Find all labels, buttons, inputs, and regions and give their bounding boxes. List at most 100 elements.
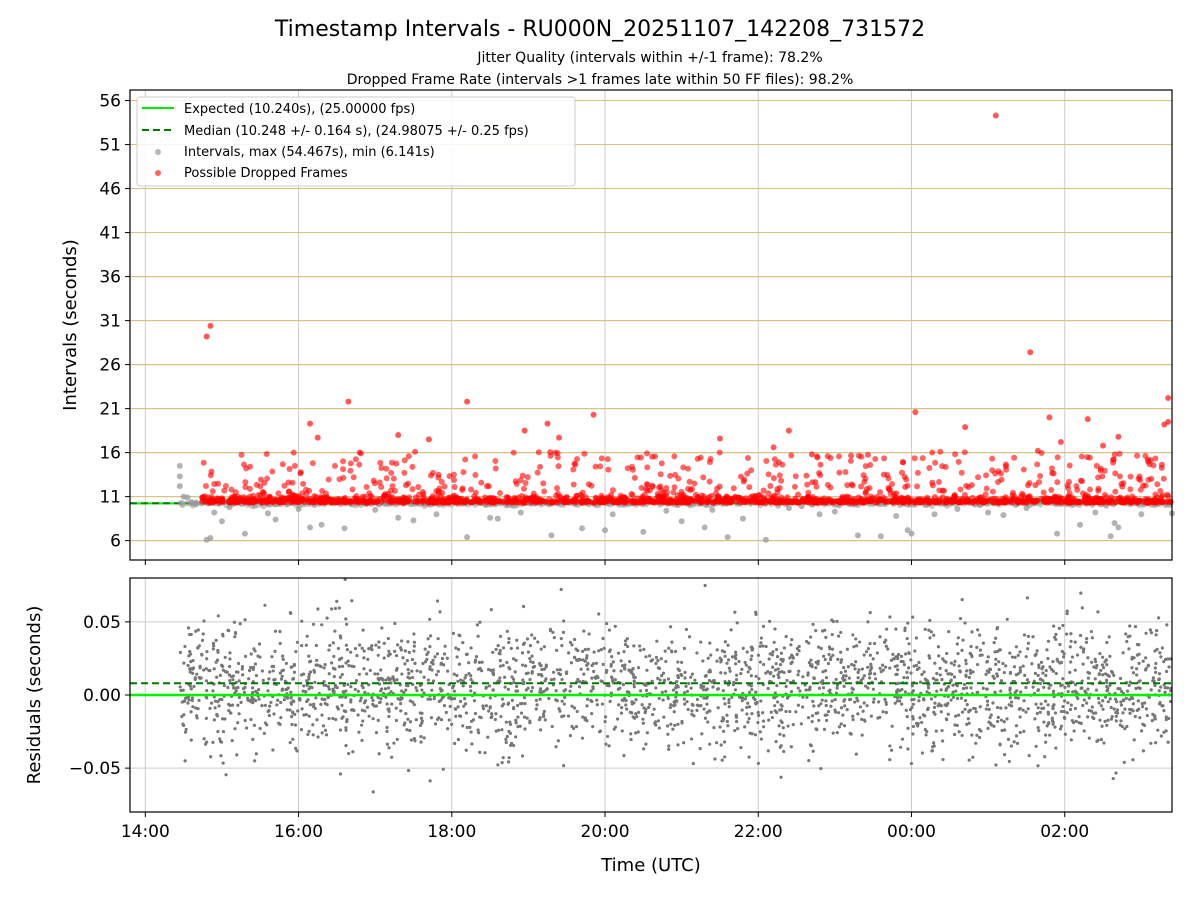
dropped-frame-point <box>207 322 214 329</box>
residual-point <box>996 719 1000 724</box>
dropped-frame-point <box>392 487 399 494</box>
residual-point <box>447 718 451 722</box>
residual-point <box>396 643 400 647</box>
residual-point <box>874 677 878 681</box>
residual-point <box>734 653 738 657</box>
residual-point <box>514 658 518 662</box>
residual-point <box>1098 718 1102 722</box>
residual-point <box>299 673 304 677</box>
dropped-frame-point <box>935 478 942 485</box>
dropped-frame-point <box>388 469 395 476</box>
residual-point <box>660 690 664 694</box>
residual-point <box>1141 722 1145 726</box>
dropped-frame-point <box>816 469 823 476</box>
dropped-frame-point <box>464 398 471 405</box>
residual-point <box>515 638 519 642</box>
dropped-frame-point <box>356 461 363 468</box>
residual-point <box>428 634 433 638</box>
dropped-frame-point <box>827 497 834 504</box>
residual-point <box>1009 704 1014 708</box>
residual-point <box>928 656 932 660</box>
residual-point <box>1051 659 1055 664</box>
interval-point <box>602 527 609 534</box>
residual-point <box>349 685 353 689</box>
residual-point <box>331 641 335 645</box>
dropped-frame-point <box>827 484 834 491</box>
residual-point <box>1018 666 1022 670</box>
residual-point <box>663 649 667 653</box>
dropped-frame-point <box>741 476 748 483</box>
residual-point <box>808 687 812 692</box>
residual-point <box>323 728 328 732</box>
residual-point <box>445 656 449 660</box>
residual-point <box>761 711 765 715</box>
interval-point <box>1023 505 1030 512</box>
residual-point <box>350 599 354 603</box>
residual-point <box>489 668 493 672</box>
residual-point <box>611 660 615 664</box>
residual-point <box>554 648 559 652</box>
dropped-frame-point <box>995 498 1002 505</box>
residual-point <box>733 688 738 692</box>
residual-point <box>856 670 860 675</box>
residual-point <box>1123 727 1127 731</box>
dropped-frame-point <box>840 498 847 505</box>
residual-point <box>289 701 293 705</box>
residual-point <box>856 712 860 716</box>
residual-point <box>378 700 382 704</box>
residual-point <box>356 689 360 693</box>
residual-point <box>592 669 596 674</box>
dropped-frame-point <box>914 498 921 505</box>
residual-point <box>1016 696 1021 700</box>
residual-point <box>334 717 338 722</box>
dropped-frame-point <box>289 479 296 486</box>
residual-point <box>231 674 235 678</box>
residual-point <box>888 744 892 748</box>
residual-point <box>200 638 205 643</box>
dropped-frame-point <box>975 474 982 481</box>
residual-point <box>754 612 758 616</box>
residual-point <box>257 687 261 692</box>
residual-point <box>253 649 257 653</box>
residual-point <box>387 714 391 719</box>
residual-point <box>957 730 961 734</box>
residual-point <box>951 683 955 687</box>
residual-point <box>336 646 341 651</box>
residual-point <box>905 676 910 680</box>
dropped-frame-point <box>211 498 218 505</box>
residual-point <box>1038 677 1042 681</box>
residual-point <box>525 637 530 641</box>
residual-point <box>1081 662 1085 666</box>
residual-point <box>221 632 225 636</box>
residual-point <box>523 664 528 668</box>
dropped-frame-point <box>508 499 515 506</box>
residual-point <box>285 687 289 691</box>
residual-point <box>797 644 801 649</box>
dropped-frame-point <box>609 487 616 494</box>
residual-point <box>835 683 839 687</box>
dropped-frame-point <box>1040 489 1047 496</box>
legend-box <box>136 96 576 187</box>
residual-point <box>811 749 815 753</box>
residual-point <box>886 647 890 651</box>
residual-point <box>464 673 468 677</box>
residual-point <box>599 679 603 683</box>
residual-point <box>676 743 680 747</box>
residual-point <box>288 708 292 712</box>
residual-point <box>1090 705 1094 709</box>
residual-point <box>251 701 255 705</box>
interval-point <box>487 514 494 521</box>
residual-point <box>994 763 998 767</box>
residual-point <box>797 649 801 653</box>
residual-point <box>1111 776 1115 781</box>
residual-point <box>683 702 687 706</box>
dropped-frame-point <box>914 483 921 490</box>
residual-point <box>1162 730 1166 734</box>
dropped-frame-point <box>685 465 692 472</box>
interval-point <box>1107 533 1114 540</box>
residual-point <box>885 627 889 631</box>
dropped-frame-point <box>446 473 453 480</box>
residual-point <box>1022 633 1027 637</box>
residual-point <box>277 721 281 725</box>
residual-point <box>714 741 719 745</box>
